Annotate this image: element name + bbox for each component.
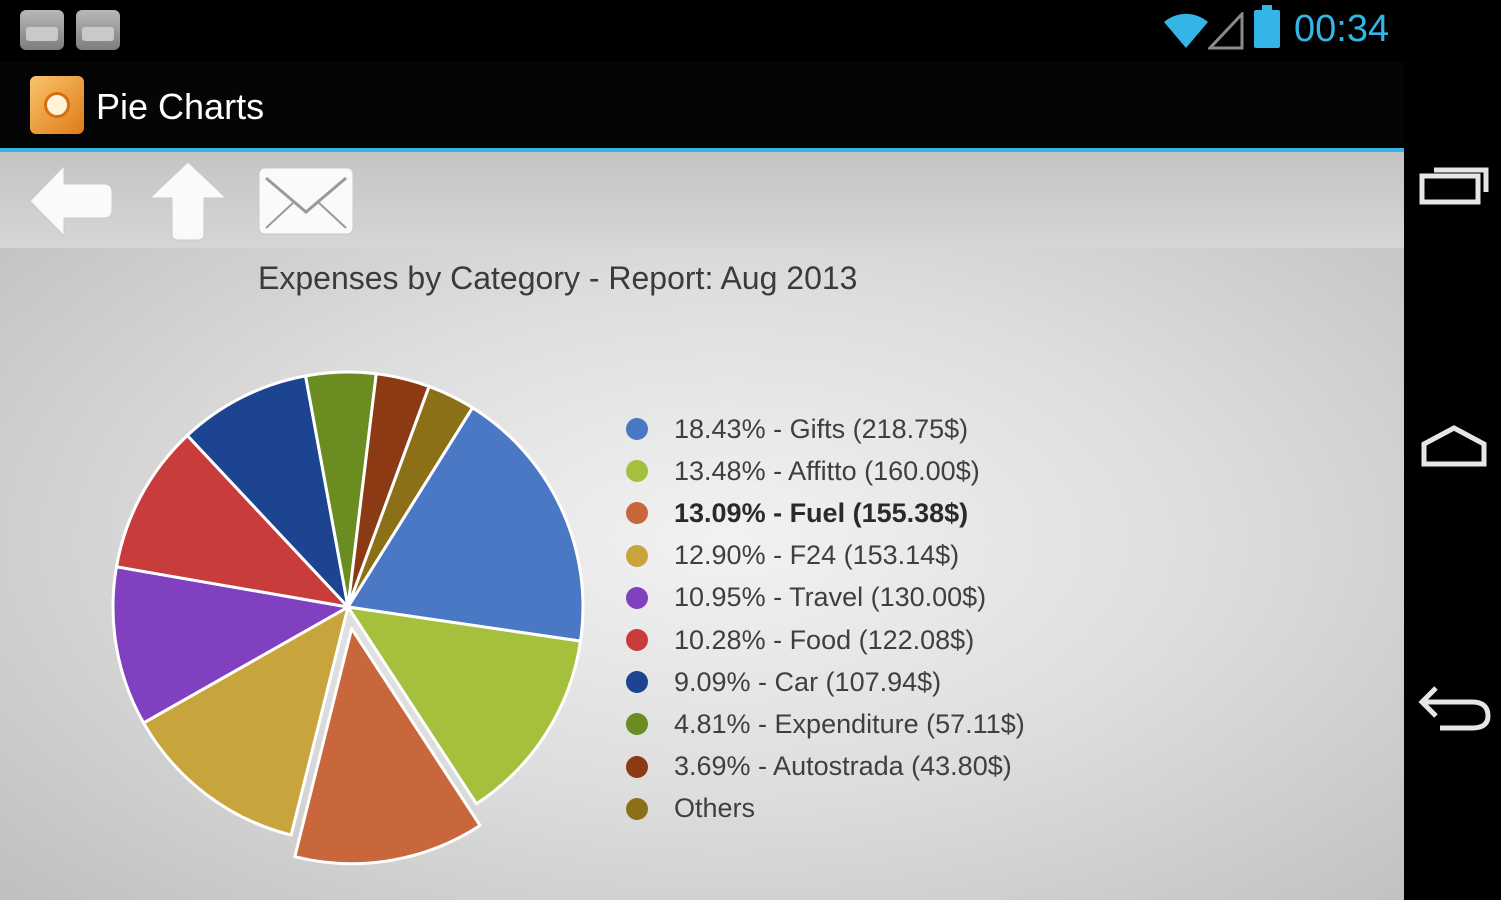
legend-item-fuel[interactable]: 13.09% - Fuel (155.38$) [626,492,1025,534]
legend-item-affitto[interactable]: 13.48% - Affitto (160.00$) [626,450,1025,492]
legend-item-gifts[interactable]: 18.43% - Gifts (218.75$) [626,408,1025,450]
legend-swatch [626,544,648,567]
legend-swatch [626,586,648,609]
chart-title: Expenses by Category - Report: Aug 2013 [258,260,858,296]
pie-slice-fuel[interactable] [293,627,482,866]
up-arrow-icon[interactable] [146,160,230,242]
battery-icon [1254,5,1280,48]
legend-swatch [626,629,648,652]
legend-item-expenditure[interactable]: 4.81% - Expenditure (57.11$) [626,703,1025,745]
legend-label: 4.81% - Expenditure (57.11$) [674,708,1025,739]
pie-slice-others[interactable] [346,384,475,609]
legend-label: 10.28% - Food (122.08$) [674,624,975,655]
home-icon[interactable] [1416,416,1492,480]
legend-swatch [626,713,648,736]
legend-swatch [626,418,648,441]
legend-label: 12.90% - F24 (153.14$) [674,540,960,571]
action-bar: Pie Charts [0,62,1404,152]
status-bar: 00:34 [0,0,1404,62]
email-icon[interactable] [256,160,356,242]
legend-swatch [626,797,648,820]
pie-chart [111,370,585,866]
legend-label: Others [674,793,756,824]
legend-label: 9.09% - Car (107.94$) [674,666,942,697]
app-title: Pie Charts [96,86,265,127]
recent-apps-icon[interactable] [1416,154,1492,218]
legend-item-food[interactable]: 10.28% - Food (122.08$) [626,619,1025,661]
signal-icon [1208,12,1244,50]
back-icon[interactable] [1416,678,1492,742]
legend-label: 3.69% - Autostrada (43.80$) [674,751,1012,782]
chart-legend: 18.43% - Gifts (218.75$) 13.48% - Affitto… [626,408,1025,830]
legend-label: 13.48% - Affitto (160.00$) [674,455,980,486]
legend-item-travel[interactable]: 10.95% - Travel (130.00$) [626,577,1025,619]
legend-item-autostrada[interactable]: 3.69% - Autostrada (43.80$) [626,746,1025,788]
legend-label: 10.95% - Travel (130.00$) [674,582,987,613]
pie-slice-travel[interactable] [111,565,350,725]
app-notification-icon [20,10,64,50]
legend-label: 13.09% - Fuel (155.38$) [674,497,969,528]
legend-item-others[interactable]: Others [626,788,1025,830]
pie-slice-f24[interactable] [142,605,350,837]
pie-slice-food[interactable] [114,434,350,609]
chart-screen: Expenses by Category - Report: Aug 2013 … [0,152,1404,900]
legend-item-f24[interactable]: 12.90% - F24 (153.14$) [626,535,1025,577]
wifi-icon [1164,13,1208,48]
pie-slice-affitto[interactable] [346,605,583,806]
navigation-bar [1404,0,1501,900]
legend-swatch [626,460,648,483]
legend-label: 18.43% - Gifts (218.75$) [674,413,969,444]
legend-swatch [626,755,648,778]
back-arrow-icon[interactable] [26,160,114,242]
status-clock: 00:34 [1294,8,1390,50]
legend-swatch [626,502,648,525]
pie-slice-car[interactable] [185,374,350,609]
toolbar [0,152,1404,248]
legend-swatch [626,671,648,694]
pie-slice-gifts[interactable] [346,406,585,643]
legend-item-car[interactable]: 9.09% - Car (107.94$) [626,661,1025,703]
app-notification-icon [76,10,120,50]
app-icon[interactable] [30,76,84,134]
